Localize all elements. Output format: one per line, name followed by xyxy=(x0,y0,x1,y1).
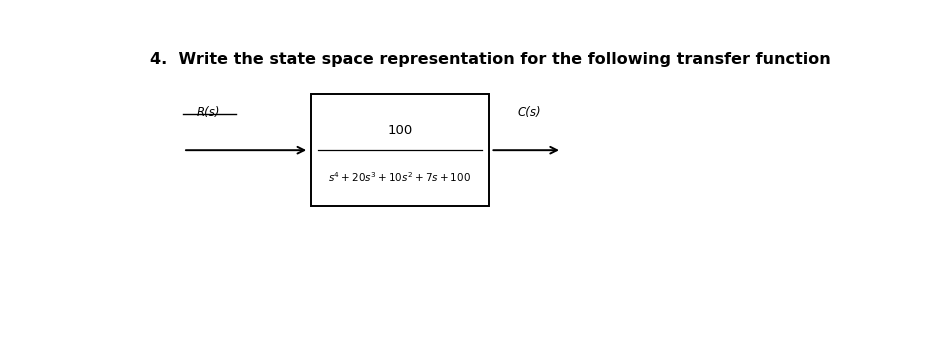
Text: 4.  Write the state space representation for the following transfer function: 4. Write the state space representation … xyxy=(150,52,831,67)
Text: R(s): R(s) xyxy=(196,106,220,119)
Text: 100: 100 xyxy=(387,123,413,136)
Text: $s^4+ 20s^3+ 10s^2+ 7s + 100$: $s^4+ 20s^3+ 10s^2+ 7s + 100$ xyxy=(328,170,471,184)
Text: C(s): C(s) xyxy=(517,106,540,119)
